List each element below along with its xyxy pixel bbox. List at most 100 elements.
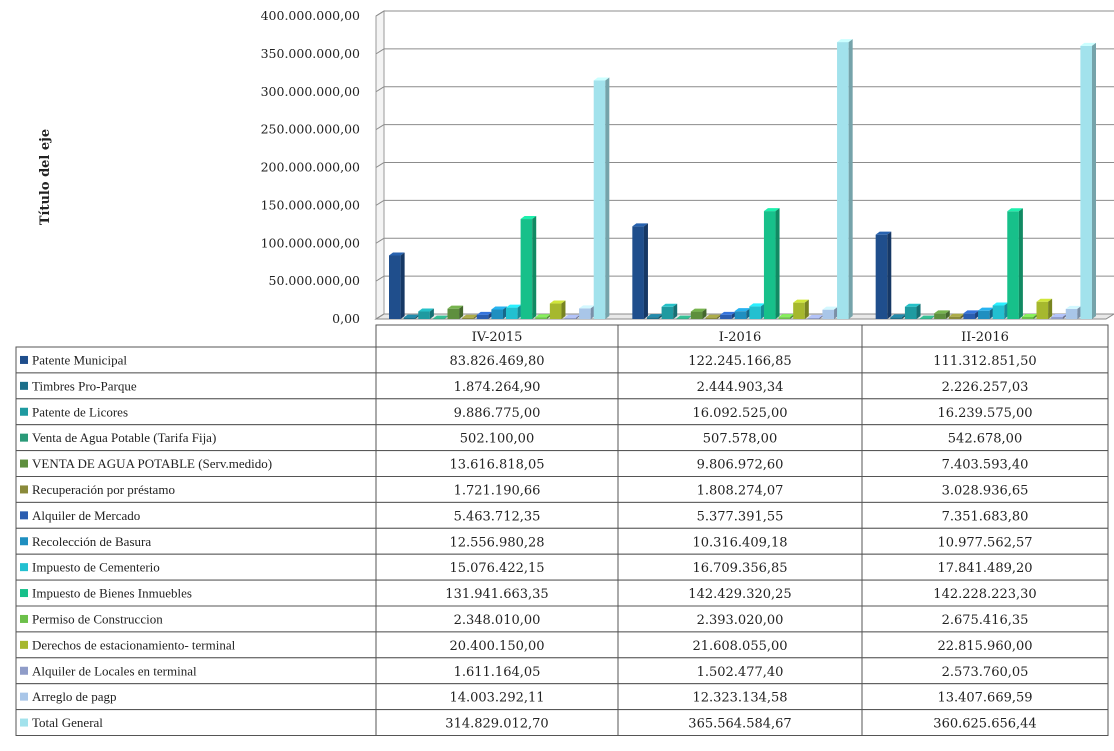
bar-side <box>532 216 537 319</box>
bar-front <box>763 211 776 319</box>
bar-top <box>579 305 595 309</box>
bar-front <box>491 309 503 319</box>
bar-top <box>646 314 663 318</box>
bar-front <box>793 302 805 319</box>
series-name: Recuperación por préstamo <box>32 482 175 497</box>
bar-top <box>593 77 610 81</box>
series-name: Total General <box>32 715 103 730</box>
bar <box>1007 208 1023 319</box>
bar-front <box>778 317 791 319</box>
y-tick-label: 200.000.000,00 <box>261 160 360 175</box>
series-name: Arreglo de pagp <box>32 689 116 704</box>
table-cell-value: 1.502.477,40 <box>697 665 784 680</box>
bar-front <box>676 318 688 320</box>
bar-side <box>945 310 950 319</box>
table-row: Alquiler de Mercado 5.463.712,35 5.377.391… <box>15 501 1109 529</box>
gridline <box>375 313 1114 320</box>
table-row-border <box>15 683 1109 711</box>
table-cell-value: 21.608.055,00 <box>692 639 787 654</box>
bar-top <box>535 314 551 318</box>
bar <box>934 310 950 319</box>
bar-top <box>447 305 464 309</box>
legend-swatch <box>20 666 28 675</box>
bar <box>734 308 751 319</box>
bar-front <box>963 313 976 319</box>
series-name: Alquiler de Locales en terminal <box>32 663 197 678</box>
bar-side <box>887 231 892 319</box>
bar-front <box>632 226 644 319</box>
legend-swatch <box>20 355 28 364</box>
bar-front <box>403 317 416 319</box>
bar <box>690 308 707 319</box>
bar-top <box>476 311 493 315</box>
legend-swatch <box>20 640 28 649</box>
gridline <box>375 86 1114 93</box>
bar <box>822 306 839 319</box>
gridline <box>375 10 1114 17</box>
bar-top <box>948 313 965 317</box>
y-axis-ticks: 0,00 50.000.000,00 100.000.000,00 150.000.0… <box>261 8 360 326</box>
y-tick-label: 150.000.000,00 <box>261 197 360 212</box>
table-row-border <box>15 372 1109 400</box>
table-cell-value: 111.312.851,50 <box>933 354 1036 369</box>
bar-top <box>403 314 420 318</box>
bar-front <box>447 308 460 319</box>
bar-front <box>462 317 474 319</box>
bar-top <box>462 314 478 318</box>
bar-top <box>720 311 736 315</box>
bar-front <box>389 255 401 319</box>
bar-front <box>505 307 518 319</box>
bar-front <box>734 311 747 319</box>
table-cell-value: 314.829.012,70 <box>445 717 548 732</box>
bar-front <box>992 305 1005 319</box>
bar-top <box>837 39 853 43</box>
table-cell-value: 142.429.320,25 <box>688 587 791 602</box>
bar-front <box>646 317 659 319</box>
bar-side <box>848 39 853 319</box>
table-cell-value: 2.675.416,35 <box>942 613 1029 628</box>
bar-top <box>432 315 449 319</box>
bar-top <box>705 314 722 318</box>
bar-front <box>948 316 961 319</box>
bar-front <box>1080 45 1092 320</box>
table-cell-value: 14.003.292,11 <box>449 691 544 706</box>
bar <box>632 223 648 319</box>
table-row: VENTA DE AGUA POTABLE (Serv.medido) 13.61… <box>15 450 1109 478</box>
bar <box>549 300 566 319</box>
bar-front <box>875 234 888 319</box>
bar-top <box>992 302 1009 306</box>
bar-top <box>690 308 707 312</box>
bar-top <box>1036 298 1053 302</box>
legend-swatch <box>20 589 28 598</box>
bar-front <box>535 317 547 319</box>
gridline <box>375 237 1114 244</box>
table-cell-value: 142.228.223,30 <box>933 587 1036 602</box>
table-cell-value: 542.678,00 <box>948 432 1022 447</box>
bar-top <box>505 304 522 308</box>
table-cell-value: 2.226.257,03 <box>942 380 1029 395</box>
bar-top <box>807 314 824 318</box>
table-row: Timbres Pro-Parque 1.874.264,90 2.444.903,… <box>15 372 1109 400</box>
bar-side <box>1018 208 1023 319</box>
table-row: Derechos de estacionamiento- terminal 20.… <box>15 631 1109 659</box>
series-name: Recolección de Basura <box>32 534 151 549</box>
y-tick-label: 300.000.000,00 <box>261 84 360 99</box>
category-label: I-2016 <box>719 330 762 345</box>
bar-top <box>389 252 405 256</box>
bar-front <box>822 309 835 319</box>
bar-front <box>661 306 674 319</box>
bar-front <box>579 308 591 319</box>
table-cell-value: 22.815.960,00 <box>937 639 1032 654</box>
bar-side <box>605 77 610 319</box>
bar-side <box>673 303 678 319</box>
table-cell-value: 7.351.683,80 <box>942 509 1029 524</box>
bar-front <box>904 306 917 319</box>
bar <box>1036 298 1053 319</box>
bar-front <box>476 314 489 319</box>
bar-top <box>661 303 678 307</box>
bar <box>749 303 765 319</box>
legend-swatch <box>20 511 28 520</box>
table-cell-value: 9.806.972,60 <box>697 458 784 473</box>
table-cell-value: 2.573.760,05 <box>942 665 1029 680</box>
